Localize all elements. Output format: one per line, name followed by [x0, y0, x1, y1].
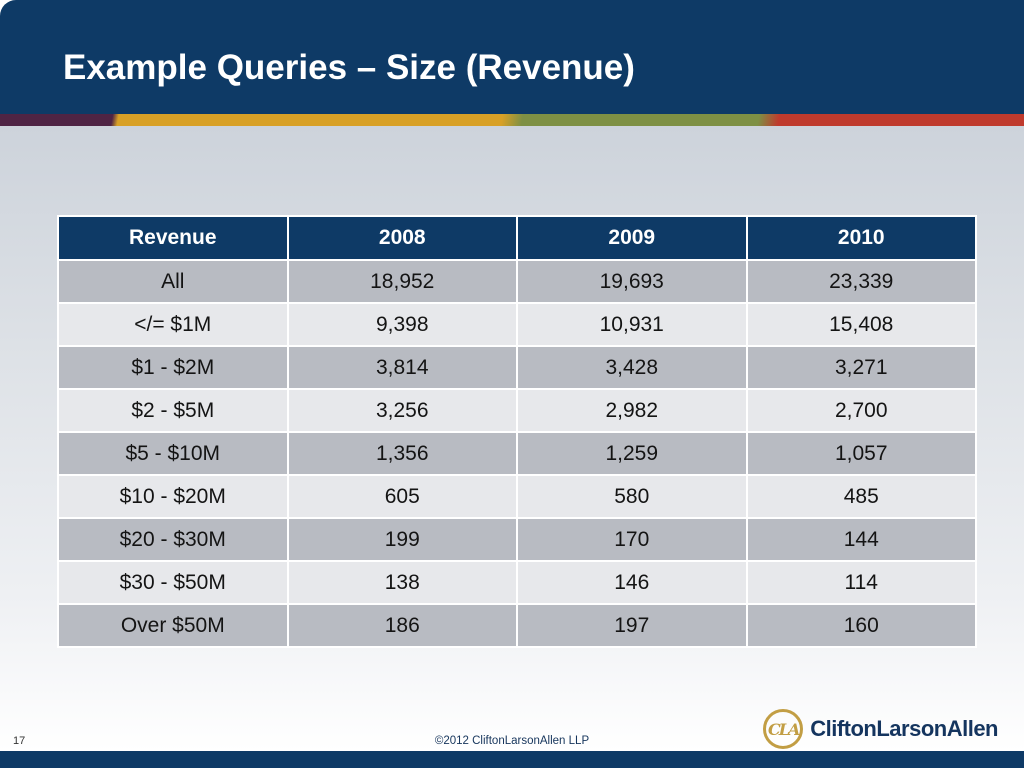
cla-logo-circle-icon: CLA	[763, 709, 804, 749]
row-1-2m: $1 - $2M 3,814 3,428 3,271	[57, 345, 977, 390]
value-2008: 3,814	[286, 345, 518, 390]
cla-logo: CLA CliftonLarsonAllen	[763, 709, 998, 749]
row-label: $20 - $30M	[57, 517, 289, 562]
row-5-10m: $5 - $10M 1,356 1,259 1,057	[57, 431, 977, 476]
value-2008: 9,398	[286, 302, 518, 347]
table-header-revenue: Revenue	[57, 215, 289, 261]
revenue-table: Revenue 2008 2009 2010 All 18,952 19,693…	[57, 215, 977, 648]
row-all: All 18,952 19,693 23,339	[57, 259, 977, 304]
value-2010: 15,408	[745, 302, 977, 347]
table-header-2009: 2009	[516, 215, 748, 261]
row-label: $2 - $5M	[57, 388, 289, 433]
table-header-2010: 2010	[745, 215, 977, 261]
copyright-text: ©2012 CliftonLarsonAllen LLP	[434, 735, 590, 747]
row-over-50m: Over $50M 186 197 160	[57, 603, 977, 648]
value-2008: 138	[286, 560, 518, 605]
row-label: $5 - $10M	[57, 431, 289, 476]
value-2010: 485	[745, 474, 977, 519]
value-2008: 18,952	[286, 259, 518, 304]
row-label: $30 - $50M	[57, 560, 289, 605]
bottom-bar	[0, 751, 1024, 768]
accent-bar	[0, 114, 1024, 126]
value-2009: 19,693	[516, 259, 748, 304]
row-lte-1m: </= $1M 9,398 10,931 15,408	[57, 302, 977, 347]
value-2010: 144	[745, 517, 977, 562]
value-2010: 23,339	[745, 259, 977, 304]
value-2008: 3,256	[286, 388, 518, 433]
value-2009: 580	[516, 474, 748, 519]
value-2010: 114	[745, 560, 977, 605]
row-2-5m: $2 - $5M 3,256 2,982 2,700	[57, 388, 977, 433]
value-2010: 160	[745, 603, 977, 648]
cla-wordmark: CliftonLarsonAllen	[810, 716, 998, 741]
row-20-30m: $20 - $30M 199 170 144	[57, 517, 977, 562]
value-2010: 2,700	[745, 388, 977, 433]
value-2010: 1,057	[745, 431, 977, 476]
value-2008: 1,356	[286, 431, 518, 476]
value-2009: 2,982	[516, 388, 748, 433]
row-10-20m: $10 - $20M 605 580 485	[57, 474, 977, 519]
value-2008: 605	[286, 474, 518, 519]
cla-monogram: CLA	[768, 719, 800, 739]
value-2009: 10,931	[516, 302, 748, 347]
value-2008: 199	[286, 517, 518, 562]
value-2008: 186	[286, 603, 518, 648]
value-2009: 170	[516, 517, 748, 562]
page-title: Example Queries – Size (Revenue)	[63, 48, 635, 87]
row-label: Over $50M	[57, 603, 289, 648]
row-30-50m: $30 - $50M 138 146 114	[57, 560, 977, 605]
page-number: 17	[13, 735, 26, 747]
row-label: All	[57, 259, 289, 304]
value-2009: 146	[516, 560, 748, 605]
row-label: $10 - $20M	[57, 474, 289, 519]
table-header-row: Revenue 2008 2009 2010	[57, 215, 977, 261]
value-2009: 1,259	[516, 431, 748, 476]
value-2009: 197	[516, 603, 748, 648]
slide-header: Example Queries – Size (Revenue)	[0, 0, 1024, 114]
value-2010: 3,271	[745, 345, 977, 390]
value-2009: 3,428	[516, 345, 748, 390]
row-label: </= $1M	[57, 302, 289, 347]
table-header-2008: 2008	[286, 215, 518, 261]
row-label: $1 - $2M	[57, 345, 289, 390]
